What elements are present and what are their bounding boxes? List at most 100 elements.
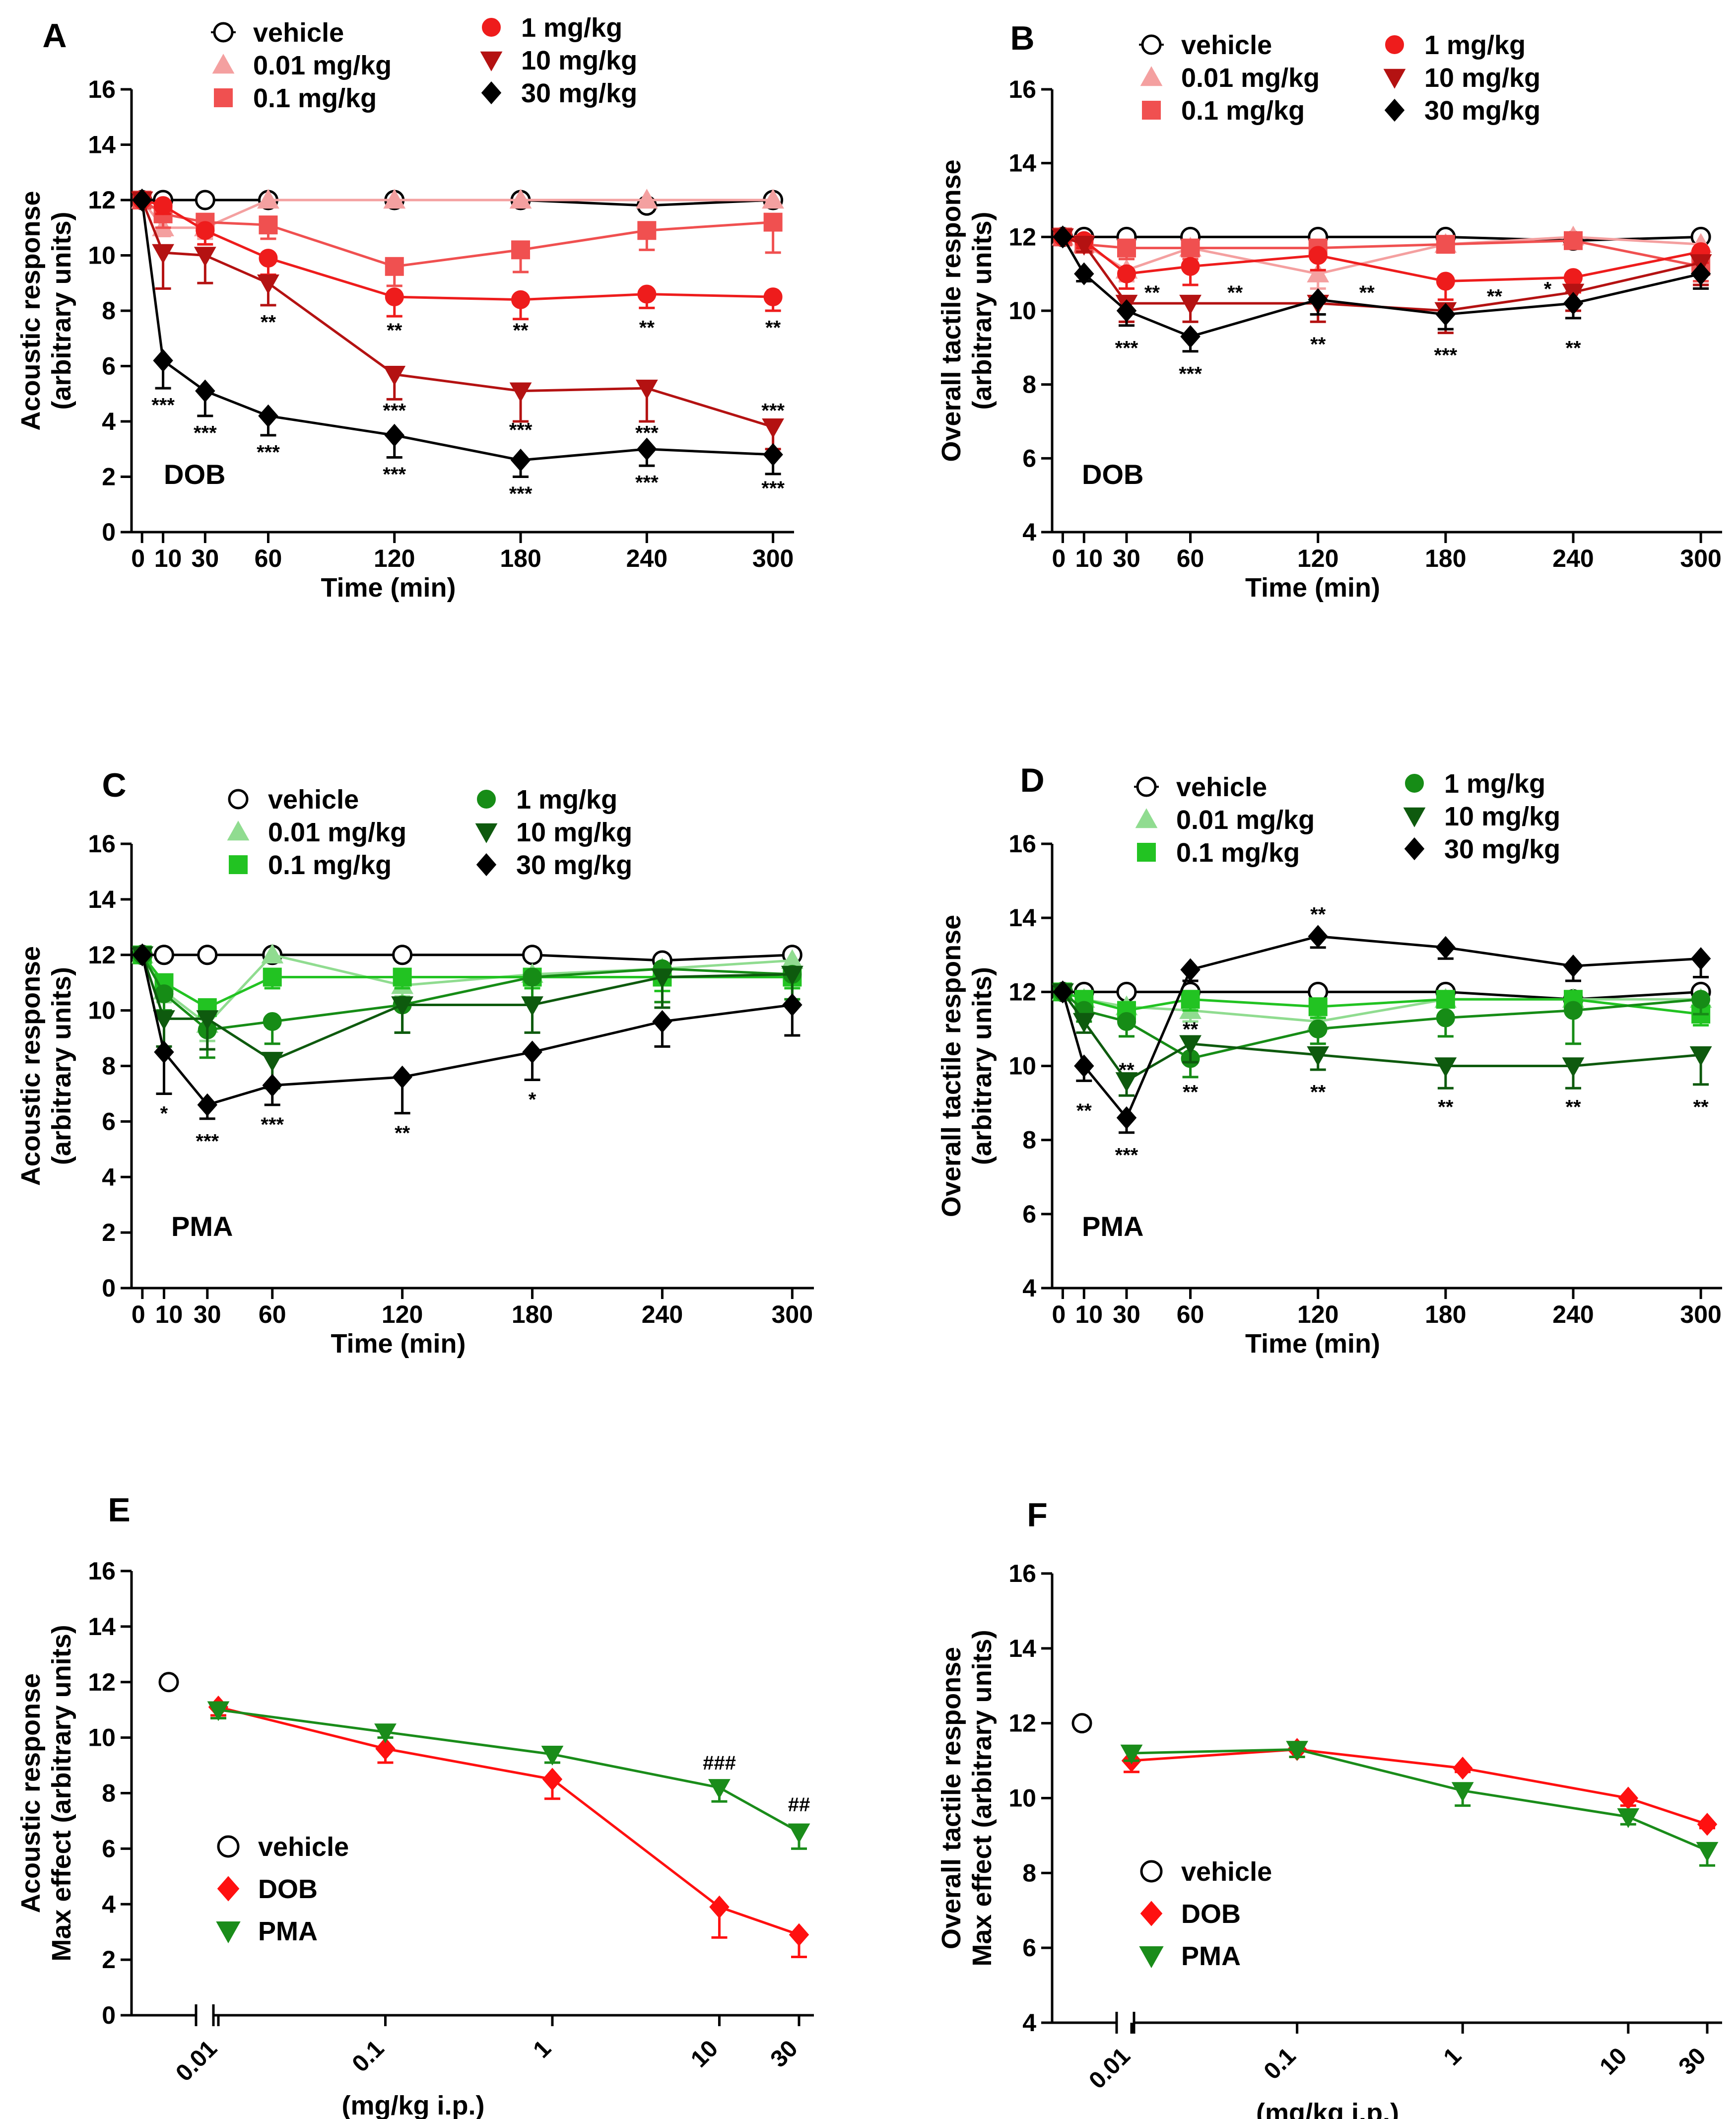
x-axis-title: Time (min): [1245, 1329, 1380, 1359]
x-tick-label: 300: [772, 1300, 813, 1328]
significance-label: ***: [761, 400, 785, 422]
y-tick-label: 4: [1022, 2009, 1036, 2037]
data-point: [1436, 235, 1455, 254]
legend-label: vehicle: [1181, 1857, 1272, 1887]
y-axis-title: Acoustic response: [16, 946, 46, 1186]
panel-f: F 4 6 8 10 12 14 16 0.01 0.1 1 10 30 (mg/kg i.p.) Over…: [936, 1496, 1722, 2119]
data-point: [153, 349, 173, 372]
legend-item: 0.01 mg/kg: [212, 51, 392, 80]
legend-label: 1 mg/kg: [516, 785, 617, 815]
significance-label: *: [160, 1103, 168, 1125]
series-0-1-mg-kg: [133, 191, 783, 287]
y-tick-label: 16: [88, 1557, 116, 1585]
series-vehicle: [1071, 1713, 1092, 1734]
legend-label: 0.1 mg/kg: [1181, 96, 1305, 126]
legend-label: 30 mg/kg: [1424, 96, 1540, 126]
data-point: [391, 996, 414, 1017]
y-tick-label: 6: [102, 352, 116, 380]
y-axis-title: (arbitrary units): [967, 967, 997, 1165]
y-tick-label: 4: [1022, 518, 1036, 546]
legend-marker: [217, 1876, 240, 1902]
data-point: [1696, 1842, 1719, 1862]
y-tick-label: 4: [102, 1890, 116, 1918]
data-point: [763, 212, 783, 232]
panel-e: E 0 2 4 6 8 10 12 14 16 0.01 0.1 1 10 30 (mg/kg i.p.) Ac…: [16, 1491, 814, 2119]
data-point: [709, 1895, 730, 1918]
data-point: [1072, 236, 1095, 256]
x-tick-label: 10: [155, 1300, 183, 1328]
significance-label: ***: [1179, 363, 1202, 385]
data-point: [154, 1040, 174, 1064]
significance-label: ##: [788, 1794, 810, 1816]
legend-item: 10 mg/kg: [1403, 802, 1560, 831]
series-30-mg-kg: [1053, 225, 1711, 353]
y-tick-label: 12: [88, 941, 116, 969]
series-vehicle: [132, 190, 784, 216]
drug-label: DOB: [1082, 459, 1143, 490]
data-point: [763, 287, 783, 307]
series-line: [141, 953, 793, 1026]
data-point: [1308, 246, 1328, 265]
legend-item: 1 mg/kg: [482, 13, 622, 43]
legend-item: vehicle: [1140, 1857, 1272, 1887]
y-tick-label: 8: [102, 1052, 116, 1080]
data-point: [522, 1040, 542, 1064]
y-tick-label: 2: [102, 1946, 116, 1974]
significance-label: ***: [635, 472, 659, 494]
significance-label: **: [1438, 1096, 1454, 1118]
data-point: [1181, 238, 1200, 258]
panel-letter: B: [1010, 19, 1034, 57]
significance-label: ***: [196, 1131, 219, 1153]
y-axis-title: Max effect (arbitrary units): [47, 1625, 76, 1961]
x-axis-title: Time (min): [321, 573, 456, 603]
legend-label: 0.01 mg/kg: [1181, 63, 1320, 93]
series-line: [140, 200, 773, 462]
legend-marker: [1403, 807, 1426, 827]
legend-item: 0.1 mg/kg: [1142, 96, 1305, 126]
series-line: [141, 954, 793, 1009]
significance-label: **: [1310, 334, 1326, 355]
x-tick-label: 10: [1075, 1300, 1103, 1328]
data-point: [1691, 990, 1711, 1009]
y-tick-label: 16: [1008, 75, 1036, 103]
legend-marker: [216, 1921, 241, 1944]
data-point: [511, 240, 531, 260]
legend: vehicle DOB PMA: [1139, 1857, 1272, 1971]
x-tick-label: 10: [154, 545, 182, 572]
axes: [130, 1571, 814, 2026]
y-tick-label: 16: [1008, 830, 1036, 858]
legend-marker: [214, 88, 233, 107]
legend-label: vehicle: [268, 785, 359, 815]
data-point: [637, 437, 657, 461]
x-tick-label: 30: [194, 1300, 221, 1328]
data-point: [153, 196, 173, 215]
series-line: [141, 199, 773, 268]
x-tick-label: 180: [500, 545, 541, 572]
significance-label: ###: [703, 1752, 736, 1774]
panel-letter: A: [42, 17, 67, 55]
legend-marker: [1137, 843, 1156, 862]
y-axis-title: Max effect (arbitrary units): [967, 1630, 997, 1966]
data-point: [263, 967, 282, 987]
significance-label: **: [261, 311, 276, 333]
data-point: [1179, 1035, 1202, 1055]
y-tick-label: 12: [1008, 978, 1036, 1006]
y-tick-label: 2: [102, 1219, 116, 1246]
data-point: [383, 189, 406, 209]
legend-item: PMA: [1139, 1941, 1241, 1971]
data-point: [1564, 1001, 1583, 1020]
data-point: [1053, 225, 1073, 249]
data-point: [196, 221, 215, 240]
y-axis-title: (arbitrary units): [47, 211, 76, 410]
data-point: [374, 1723, 397, 1744]
data-point: [384, 423, 404, 447]
data-point: [789, 1923, 809, 1946]
legend-item: 0.1 mg/kg: [229, 850, 392, 880]
significance-label: ***: [635, 422, 659, 444]
legend-item: 0.01 mg/kg: [227, 818, 406, 847]
x-tick-label: 0.1: [347, 2035, 390, 2077]
significance-label: ***: [761, 478, 785, 499]
legend-item: 0.01 mg/kg: [1140, 63, 1320, 93]
data-point: [1564, 231, 1583, 250]
